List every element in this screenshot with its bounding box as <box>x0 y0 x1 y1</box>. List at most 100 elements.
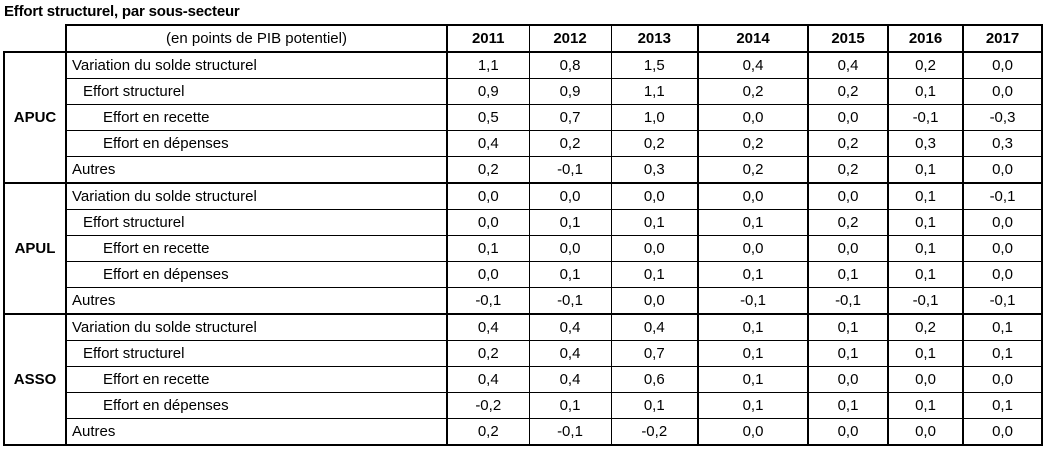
table-row: Autres 0,2 -0,1 -0,2 0,0 0,0 0,0 0,0 <box>4 418 1043 446</box>
value-cell: 0,0 <box>807 366 889 393</box>
value-cell: 0,1 <box>887 156 964 184</box>
unit-header: (en points de PIB potentiel) <box>65 24 448 53</box>
table-row: Autres -0,1 -0,1 0,0 -0,1 -0,1 -0,1 -0,1 <box>4 287 1043 315</box>
table-row: Effort en dépenses 0,4 0,2 0,2 0,2 0,2 0,3 0,3 <box>4 130 1043 157</box>
value-cell: 0,0 <box>962 78 1043 105</box>
table-row: Effort en recette 0,1 0,0 0,0 0,0 0,0 0,1 0,0 <box>4 235 1043 262</box>
value-cell: -0,1 <box>446 287 530 315</box>
value-cell: 0,1 <box>528 392 612 419</box>
value-cell: 0,0 <box>610 287 699 315</box>
row-label: Effort en recette <box>65 104 448 131</box>
value-cell: 0,7 <box>610 340 699 367</box>
value-cell: 0,4 <box>807 51 889 79</box>
year-header-2017: 2017 <box>962 24 1043 53</box>
table-row: Effort structurel 0,2 0,4 0,7 0,1 0,1 0,1 0,1 <box>4 340 1043 367</box>
value-cell: 0,0 <box>697 418 809 446</box>
value-cell: 0,0 <box>887 366 964 393</box>
value-cell: 0,0 <box>697 235 809 262</box>
value-cell: 0,0 <box>962 209 1043 236</box>
value-cell: -0,3 <box>962 104 1043 131</box>
row-label: Variation du solde structurel <box>65 51 448 79</box>
value-cell: 0,2 <box>807 209 889 236</box>
value-cell: 0,9 <box>446 78 530 105</box>
value-cell: 0,1 <box>697 392 809 419</box>
value-cell: 0,2 <box>887 51 964 79</box>
value-cell: 1,1 <box>446 51 530 79</box>
value-cell: 0,1 <box>697 209 809 236</box>
value-cell: 0,0 <box>446 209 530 236</box>
year-header-2015: 2015 <box>807 24 888 53</box>
row-label: Effort structurel <box>65 340 448 367</box>
value-cell: 0,1 <box>807 261 889 288</box>
table-row: ASSO Variation du solde structurel 0,4 0,4 0… <box>3 313 1043 446</box>
row-label: Autres <box>65 418 448 446</box>
value-cell: -0,1 <box>962 287 1043 315</box>
value-cell: 0,9 <box>528 78 612 105</box>
effort-structurel-table: (en points de PIB potentiel) 2011 2012 201… <box>3 24 1043 446</box>
value-cell: 0,6 <box>610 366 699 393</box>
year-header-2013: 2013 <box>610 24 698 53</box>
value-cell: -0,2 <box>446 392 530 419</box>
value-cell: 0,4 <box>446 313 530 341</box>
table-row: APUL Variation du solde structurel 0,0 0,0 0… <box>3 182 1043 315</box>
table-row: Effort en dépenses 0,0 0,1 0,1 0,1 0,1 0,1 0,0 <box>4 261 1043 288</box>
value-cell: 0,1 <box>697 261 809 288</box>
value-cell: 0,0 <box>807 235 889 262</box>
value-cell: 0,1 <box>697 313 809 341</box>
value-cell: 0,0 <box>446 261 530 288</box>
value-cell: 0,4 <box>528 366 612 393</box>
value-cell: 1,0 <box>610 104 699 131</box>
value-cell: 0,1 <box>528 261 612 288</box>
value-cell: 0,2 <box>446 340 530 367</box>
value-cell: 0,0 <box>962 418 1043 446</box>
value-cell: 0,2 <box>697 78 809 105</box>
row-label: Variation du solde structurel <box>65 313 448 341</box>
value-cell: 0,2 <box>807 78 889 105</box>
value-cell: 0,1 <box>887 392 964 419</box>
value-cell: 0,0 <box>446 182 530 210</box>
value-cell: -0,1 <box>528 418 612 446</box>
value-cell: 0,1 <box>807 392 889 419</box>
value-cell: -0,1 <box>528 287 612 315</box>
page-title: Effort structurel, par sous-secteur <box>4 3 240 20</box>
value-cell: 0,1 <box>446 235 530 262</box>
value-cell: 0,0 <box>528 235 612 262</box>
row-label: Autres <box>65 287 448 315</box>
value-cell: 0,2 <box>697 156 809 184</box>
value-cell: -0,1 <box>697 287 809 315</box>
value-cell: 0,2 <box>807 156 889 184</box>
header-row: (en points de PIB potentiel) 2011 2012 201… <box>4 24 1043 53</box>
value-cell: 0,2 <box>887 313 964 341</box>
value-cell: 0,0 <box>807 104 889 131</box>
value-cell: 0,3 <box>610 156 699 184</box>
table-row: Autres 0,2 -0,1 0,3 0,2 0,2 0,1 0,0 <box>4 156 1043 184</box>
value-cell: 0,1 <box>887 182 964 210</box>
table-body: APUC Variation du solde structurel 1,1 0,8 1… <box>3 51 1043 446</box>
value-cell: 0,1 <box>610 261 699 288</box>
row-label: Effort structurel <box>65 209 448 236</box>
value-cell: 0,2 <box>528 130 612 157</box>
value-cell: 0,4 <box>697 51 809 79</box>
value-cell: -0,1 <box>887 104 964 131</box>
value-cell: 0,1 <box>528 209 612 236</box>
value-cell: 0,1 <box>697 340 809 367</box>
value-cell: -0,1 <box>807 287 889 315</box>
table-row: Effort en dépenses -0,2 0,1 0,1 0,1 0,1 0,1 0,1 <box>4 392 1043 419</box>
row-label: Effort en dépenses <box>65 392 448 419</box>
value-cell: 0,1 <box>887 261 964 288</box>
value-cell: 0,1 <box>697 366 809 393</box>
value-cell: 0,0 <box>962 366 1043 393</box>
value-cell: 0,1 <box>962 313 1043 341</box>
row-label: Effort structurel <box>65 78 448 105</box>
sector-label-asso: ASSO <box>3 313 67 446</box>
row-label: Autres <box>65 156 448 184</box>
value-cell: 0,3 <box>887 130 964 157</box>
value-cell: 0,1 <box>887 340 964 367</box>
value-cell: -0,1 <box>962 182 1043 210</box>
value-cell: -0,2 <box>610 418 699 446</box>
value-cell: 0,0 <box>697 182 809 210</box>
row-label: Effort en recette <box>65 366 448 393</box>
value-cell: 0,0 <box>528 182 612 210</box>
value-cell: 0,7 <box>528 104 612 131</box>
table-row: Effort structurel 0,9 0,9 1,1 0,2 0,2 0,1 0,0 <box>4 78 1043 105</box>
